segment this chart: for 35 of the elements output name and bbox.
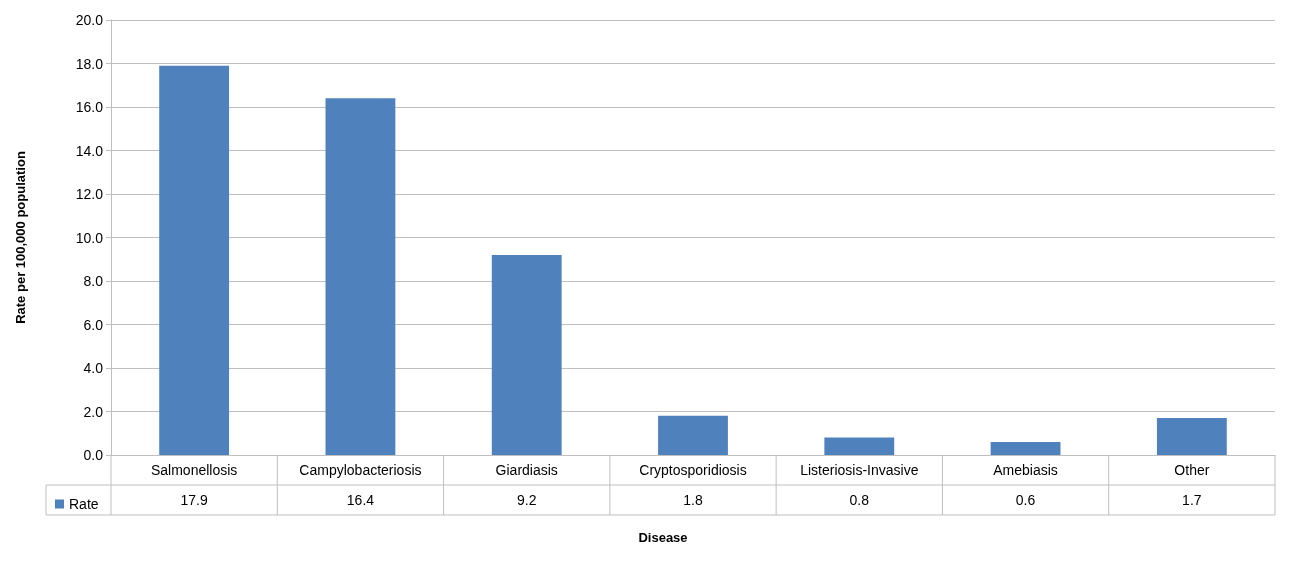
bar bbox=[658, 415, 728, 455]
bar bbox=[1156, 418, 1227, 455]
y-tick-label: 20.0 bbox=[75, 12, 104, 28]
y-tick-label: 12.0 bbox=[75, 186, 104, 202]
x-tick-label: Campylobacteriosis bbox=[299, 462, 422, 478]
data-label: 1.8 bbox=[683, 492, 703, 508]
y-tick-label: 0.0 bbox=[83, 447, 104, 463]
y-tick-label: 6.0 bbox=[83, 316, 104, 333]
x-tick-label: Amebiasis bbox=[993, 462, 1058, 478]
x-tick-label: Salmonellosis bbox=[150, 462, 238, 478]
y-tick-label: 8.0 bbox=[83, 273, 104, 289]
bar bbox=[990, 441, 1061, 455]
x-axis-title: Disease bbox=[638, 529, 688, 545]
x-tick-label: Other bbox=[1174, 462, 1210, 478]
y-tick-label: 14.0 bbox=[75, 142, 104, 159]
x-tick-label: Listeriosis-Invasive bbox=[800, 462, 919, 478]
bar bbox=[159, 65, 230, 455]
bar bbox=[491, 254, 562, 455]
y-tick-label: 10.0 bbox=[75, 229, 104, 246]
y-tick-label: 4.0 bbox=[83, 360, 104, 376]
y-tick-label: 16.0 bbox=[75, 99, 104, 115]
y-axis-title: Rate per 100,000 population bbox=[12, 151, 28, 324]
data-label: 1.7 bbox=[1182, 492, 1202, 508]
data-label: 17.9 bbox=[180, 492, 208, 508]
data-label: 0.6 bbox=[1015, 492, 1036, 508]
x-tick-label: Cryptosporidiosis bbox=[639, 462, 747, 478]
data-label: 16.4 bbox=[346, 492, 375, 508]
y-tick-label: 18.0 bbox=[75, 55, 104, 72]
y-tick-label: 2.0 bbox=[83, 403, 104, 420]
legend-label: Rate bbox=[69, 496, 99, 512]
data-label: 9.2 bbox=[516, 492, 537, 508]
bar bbox=[824, 437, 895, 455]
data-label: 0.8 bbox=[849, 492, 870, 508]
x-tick-label: Giardiasis bbox=[495, 462, 558, 478]
bar bbox=[325, 98, 396, 455]
